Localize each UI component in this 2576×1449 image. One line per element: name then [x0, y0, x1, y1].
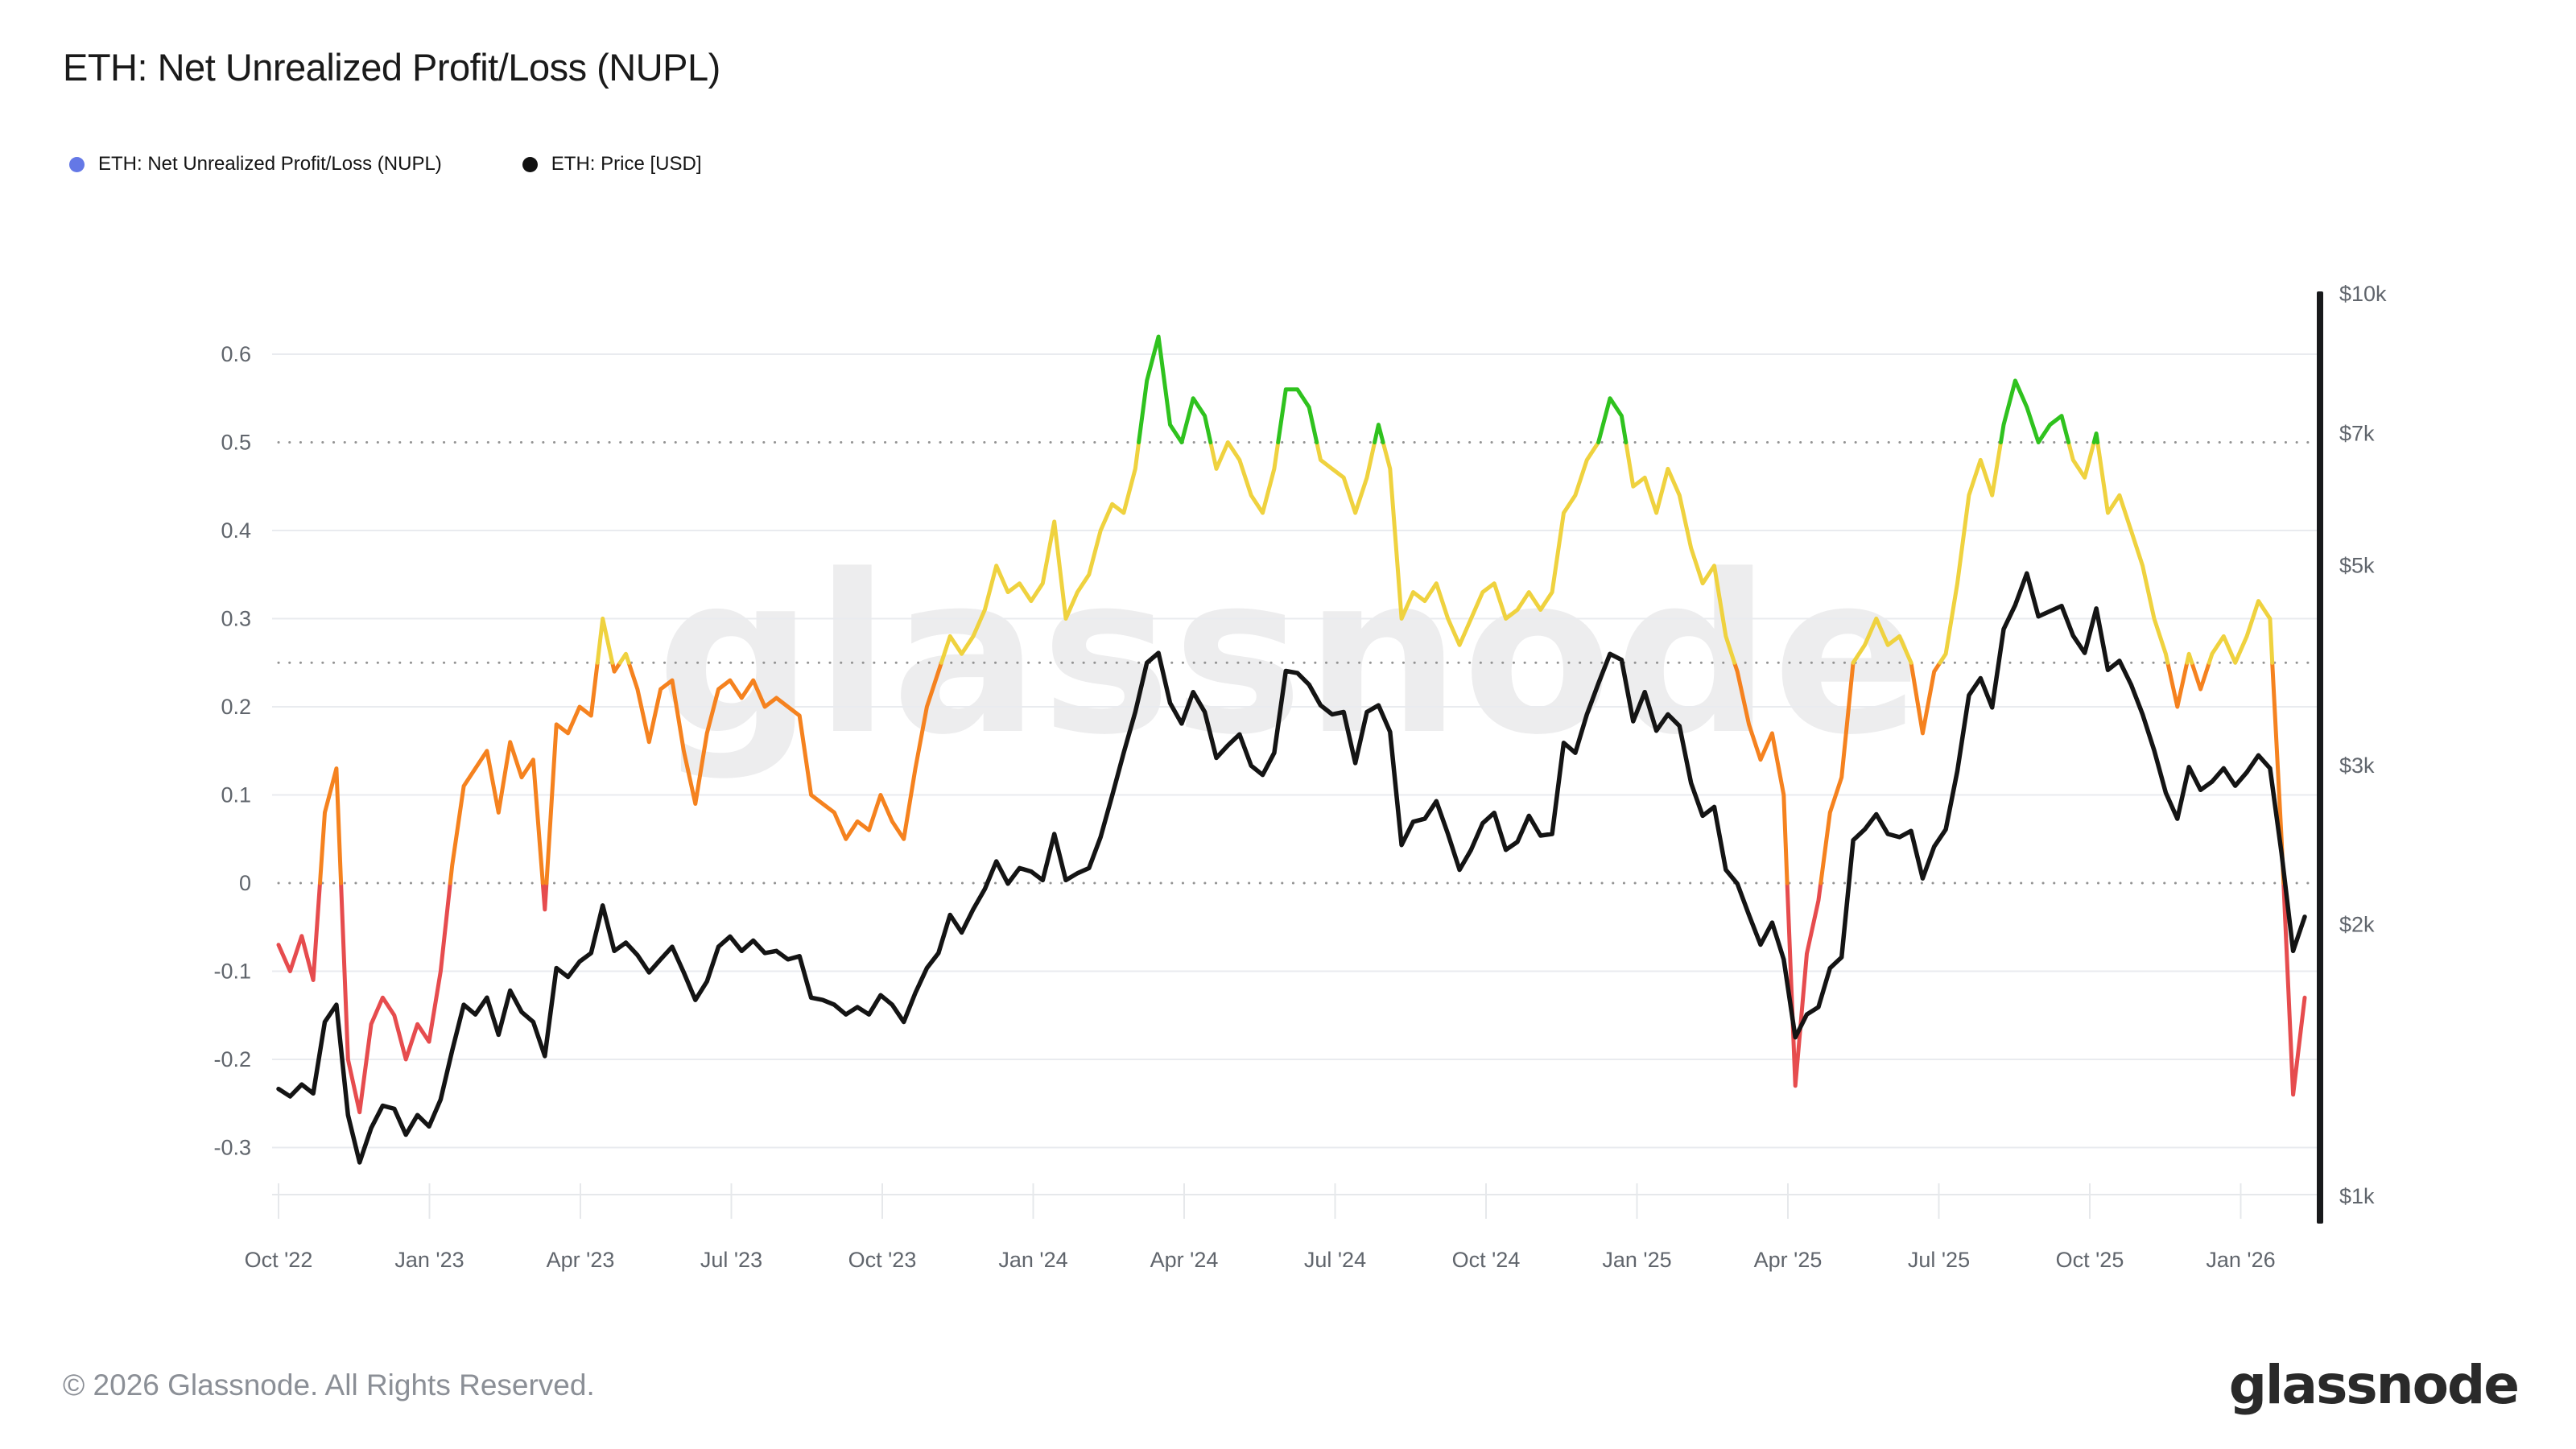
svg-text:Apr '23: Apr '23 [547, 1248, 615, 1272]
svg-text:-0.3: -0.3 [213, 1136, 251, 1160]
nupl-band-hope-fear [318, 660, 2286, 886]
nupl-band-capitulation [276, 881, 2307, 1115]
nupl-band-optimism [595, 440, 2275, 665]
svg-text:Jul '25: Jul '25 [1908, 1248, 1970, 1272]
svg-text:Oct '22: Oct '22 [245, 1248, 313, 1272]
svg-text:$5k: $5k [2339, 553, 2375, 577]
svg-text:0.5: 0.5 [221, 431, 251, 455]
legend-item-nupl[interactable]: ETH: Net Unrealized Profit/Loss (NUPL) [69, 153, 442, 175]
svg-text:$7k: $7k [2339, 422, 2375, 446]
price-series-line[interactable] [276, 571, 2307, 1165]
svg-text:0.2: 0.2 [221, 695, 251, 719]
svg-text:$10k: $10k [2339, 282, 2387, 306]
svg-text:Oct '23: Oct '23 [848, 1248, 917, 1272]
copyright-text: © 2026 Glassnode. All Rights Reserved. [63, 1368, 595, 1402]
svg-text:Jan '26: Jan '26 [2206, 1248, 2275, 1272]
svg-text:Jan '24: Jan '24 [998, 1248, 1067, 1272]
svg-text:$1k: $1k [2339, 1184, 2375, 1208]
legend-item-price[interactable]: ETH: Price [USD] [522, 153, 702, 175]
nupl-series-line[interactable] [276, 334, 2307, 1115]
nupl-legend-label: ETH: Net Unrealized Profit/Loss (NUPL) [98, 153, 442, 175]
svg-text:-0.1: -0.1 [213, 960, 251, 984]
svg-text:Jul '24: Jul '24 [1304, 1248, 1366, 1272]
glassnode-logo: glassnode [2228, 1354, 2520, 1416]
svg-text:0.3: 0.3 [221, 607, 251, 631]
svg-text:0.4: 0.4 [221, 518, 251, 543]
solid-gridlines [272, 353, 2318, 1149]
svg-text:Jul '23: Jul '23 [700, 1248, 762, 1272]
svg-text:$3k: $3k [2339, 753, 2375, 778]
svg-text:Apr '24: Apr '24 [1150, 1248, 1219, 1272]
nupl-axis-labels: 0.6 0.5 0.4 0.3 0.2 0.1 0 -0.1 -0.2 -0.3 [213, 342, 251, 1160]
x-axis: Oct '22 Jan '23 Apr '23 Jul '23 Oct '23 Jan '… [245, 1183, 2318, 1272]
nupl-legend-dot-icon [69, 156, 85, 172]
svg-text:Jan '23: Jan '23 [394, 1248, 464, 1272]
page-title: ETH: Net Unrealized Profit/Loss (NUPL) [63, 46, 720, 89]
price-axis: $10k $7k $5k $3k $2k $1k [2317, 282, 2387, 1224]
svg-text:0.1: 0.1 [221, 783, 251, 807]
svg-text:Jan '25: Jan '25 [1602, 1248, 1671, 1272]
price-legend-dot-icon [522, 156, 538, 172]
price-legend-label: ETH: Price [USD] [551, 153, 702, 175]
svg-text:Oct '25: Oct '25 [2056, 1248, 2124, 1272]
svg-text:Oct '24: Oct '24 [1452, 1248, 1521, 1272]
svg-text:Apr '25: Apr '25 [1754, 1248, 1823, 1272]
svg-text:-0.2: -0.2 [213, 1047, 251, 1071]
nupl-band-belief [1137, 334, 2100, 444]
svg-text:0.6: 0.6 [221, 342, 251, 366]
svg-text:0: 0 [239, 871, 251, 895]
svg-text:$2k: $2k [2339, 913, 2375, 937]
chart-legend: ETH: Net Unrealized Profit/Loss (NUPL) E… [69, 153, 702, 175]
